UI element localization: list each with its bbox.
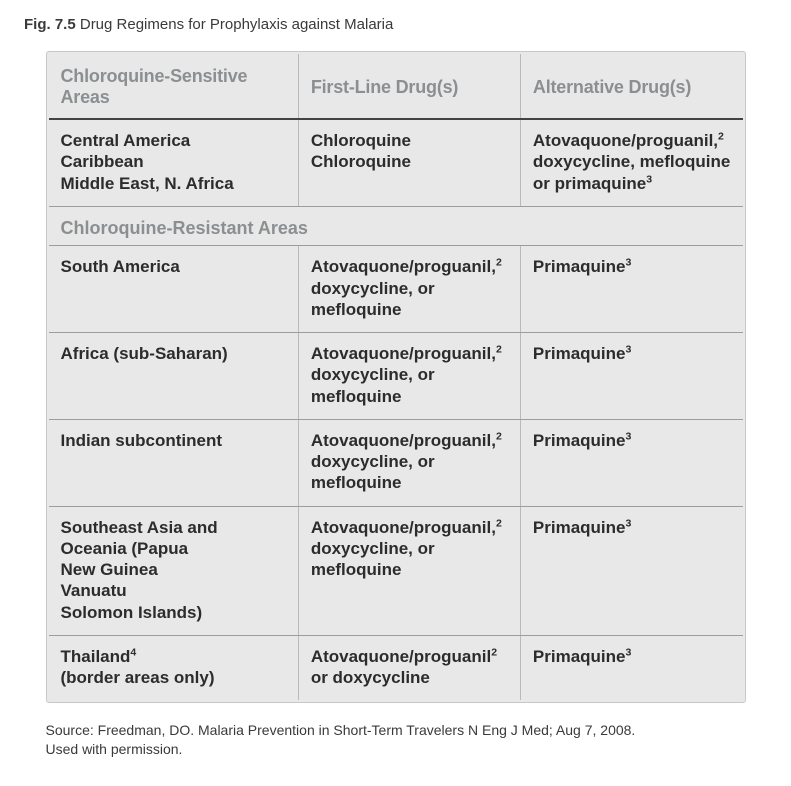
firstline-text: doxycycline, ormefloquine [311, 452, 435, 492]
table-row: Indian subcontinent Atovaquone/proguanil… [49, 419, 743, 506]
alt-text: Primaquine [533, 647, 626, 666]
source-line1: Source: Freedman, DO. Malaria Prevention… [46, 722, 636, 738]
firstline-text: doxycycline, ormefloquine [311, 279, 435, 319]
alternative-cell: Primaquine3 [520, 246, 742, 333]
region-text: Thailand [61, 647, 131, 666]
firstline-cell: Atovaquone/proguanil,2 doxycycline, ormef… [298, 419, 520, 506]
firstline-text: Atovaquone/proguanil, [311, 518, 496, 537]
page: Fig. 7.5 Drug Regimens for Prophylaxis a… [0, 0, 791, 783]
region-cell: Africa (sub-Saharan) [49, 333, 299, 420]
col-header-areas: Chloroquine-Sensitive Areas [49, 54, 299, 119]
firstline-text: Atovaquone/proguanil, [311, 257, 496, 276]
figure-title: Drug Regimens for Prophylaxis against Ma… [80, 16, 393, 33]
firstline-text: doxycycline, ormefloquine [311, 539, 435, 579]
superscript: 2 [718, 130, 724, 142]
alternative-cell: Primaquine3 [520, 506, 742, 635]
superscript: 2 [491, 646, 497, 658]
firstline-cell: Atovaquone/proguanil,2 doxycycline, ormef… [298, 506, 520, 635]
alternative-cell: Atovaquone/proguanil,2 doxycycline, meflo… [520, 119, 742, 206]
col-header-firstline: First-Line Drug(s) [298, 54, 520, 119]
col-header-alternative: Alternative Drug(s) [520, 54, 742, 119]
source-line2: Used with permission. [46, 741, 183, 757]
table-row: South America Atovaquone/proguanil,2 doxy… [49, 246, 743, 333]
drug-regimen-table: Chloroquine-Sensitive Areas First-Line D… [49, 54, 743, 700]
region-cell: Central AmericaCaribbeanMiddle East, N. … [49, 119, 299, 206]
alt-text: Atovaquone/proguanil, [533, 131, 718, 150]
superscript: 4 [130, 646, 136, 658]
superscript: 2 [496, 517, 502, 529]
firstline-text: doxycycline, ormefloquine [311, 365, 435, 405]
region-cell: Indian subcontinent [49, 419, 299, 506]
alt-text: Primaquine [533, 257, 626, 276]
alt-text: Primaquine [533, 518, 626, 537]
table-container: Chloroquine-Sensitive Areas First-Line D… [46, 51, 746, 703]
superscript: 3 [626, 257, 632, 269]
section-row-resistant: Chloroquine-Resistant Areas [49, 206, 743, 246]
superscript: 2 [496, 257, 502, 269]
firstline-cell: ChloroquineChloroquine [298, 119, 520, 206]
region-cell: South America [49, 246, 299, 333]
superscript: 3 [626, 646, 632, 658]
firstline-text: Atovaquone/proguanil, [311, 344, 496, 363]
alternative-cell: Primaquine3 [520, 419, 742, 506]
firstline-cell: Atovaquone/proguanil2 or doxycycline [298, 635, 520, 700]
firstline-cell: Atovaquone/proguanil,2 doxycycline, ormef… [298, 246, 520, 333]
table-header-row: Chloroquine-Sensitive Areas First-Line D… [49, 54, 743, 119]
alt-text: Primaquine [533, 431, 626, 450]
table-row: Southeast Asia andOceania (PapuaNew Guin… [49, 506, 743, 635]
superscript: 2 [496, 430, 502, 442]
table-row: Thailand4 (border areas only) Atovaquone/… [49, 635, 743, 700]
source-citation: Source: Freedman, DO. Malaria Prevention… [46, 721, 746, 759]
region-cell: Southeast Asia andOceania (PapuaNew Guin… [49, 506, 299, 635]
section-label: Chloroquine-Resistant Areas [49, 206, 743, 246]
table-row: Central AmericaCaribbeanMiddle East, N. … [49, 119, 743, 206]
alt-text: Primaquine [533, 344, 626, 363]
region-cell: Thailand4 (border areas only) [49, 635, 299, 700]
superscript: 3 [626, 343, 632, 355]
alternative-cell: Primaquine3 [520, 333, 742, 420]
superscript: 3 [626, 517, 632, 529]
firstline-text: Atovaquone/proguanil, [311, 431, 496, 450]
figure-label: Fig. 7.5 [24, 16, 76, 33]
figure-caption: Fig. 7.5 Drug Regimens for Prophylaxis a… [24, 16, 771, 33]
alt-text: doxycycline, mefloquineor primaquine [533, 152, 730, 192]
superscript: 3 [626, 430, 632, 442]
firstline-text: Atovaquone/proguanil [311, 647, 491, 666]
superscript: 3 [646, 173, 652, 185]
table-row: Africa (sub-Saharan) Atovaquone/proguani… [49, 333, 743, 420]
firstline-text: or doxycycline [311, 668, 430, 687]
firstline-cell: Atovaquone/proguanil,2 doxycycline, ormef… [298, 333, 520, 420]
alternative-cell: Primaquine3 [520, 635, 742, 700]
region-text: (border areas only) [61, 668, 215, 687]
superscript: 2 [496, 343, 502, 355]
